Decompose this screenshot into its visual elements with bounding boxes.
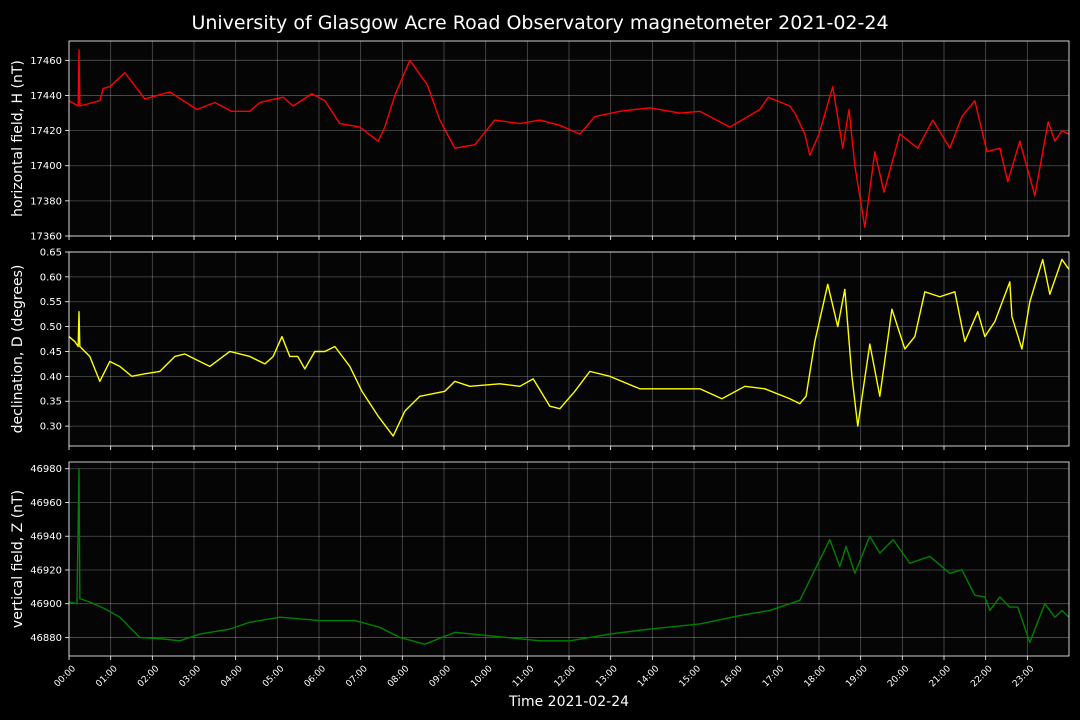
plot-area xyxy=(69,252,1069,446)
y-tick-label: 46980 xyxy=(30,464,62,475)
y-tick-label: 0.40 xyxy=(40,372,62,383)
y-tick-label: 0.45 xyxy=(40,347,62,358)
data-line xyxy=(68,49,1070,228)
data-line xyxy=(68,468,1070,645)
y-axis-label: horizontal field, H (nT) xyxy=(10,60,26,217)
plot-frame xyxy=(68,40,1070,237)
y-tick-label: 17420 xyxy=(30,126,62,137)
y-tick-label: 0.35 xyxy=(40,397,62,408)
y-tick-label: 0.30 xyxy=(40,422,62,433)
y-tick-label: 46940 xyxy=(30,532,62,543)
y-tick-label: 0.60 xyxy=(40,272,62,283)
y-axis-label: vertical field, Z (nT) xyxy=(10,490,26,628)
y-tick-label: 0.65 xyxy=(40,248,62,259)
chart-title: University of Glasgow Acre Road Observat… xyxy=(191,12,888,34)
y-tick-label: 46900 xyxy=(30,599,62,610)
y-tick-label: 0.55 xyxy=(40,297,62,308)
y-axis-label: declination, D (degrees) xyxy=(10,265,26,434)
y-tick-label: 46880 xyxy=(30,633,62,644)
y-tick-label: 17440 xyxy=(30,91,62,102)
x-axis-label: Time 2021-02-24 xyxy=(508,694,629,710)
y-tick-label: 46960 xyxy=(30,498,62,509)
y-tick-label: 17360 xyxy=(30,232,62,243)
data-line xyxy=(68,258,1070,437)
y-tick-label: 17400 xyxy=(30,161,62,172)
y-tick-label: 17460 xyxy=(30,56,62,67)
plot-area xyxy=(69,462,1069,656)
y-tick-label: 46920 xyxy=(30,565,62,576)
y-tick-label: 17380 xyxy=(30,196,62,207)
plot-area xyxy=(69,41,1069,236)
y-tick-label: 0.50 xyxy=(40,322,62,333)
plot-frame xyxy=(68,461,1070,657)
plot-frame xyxy=(68,251,1070,447)
